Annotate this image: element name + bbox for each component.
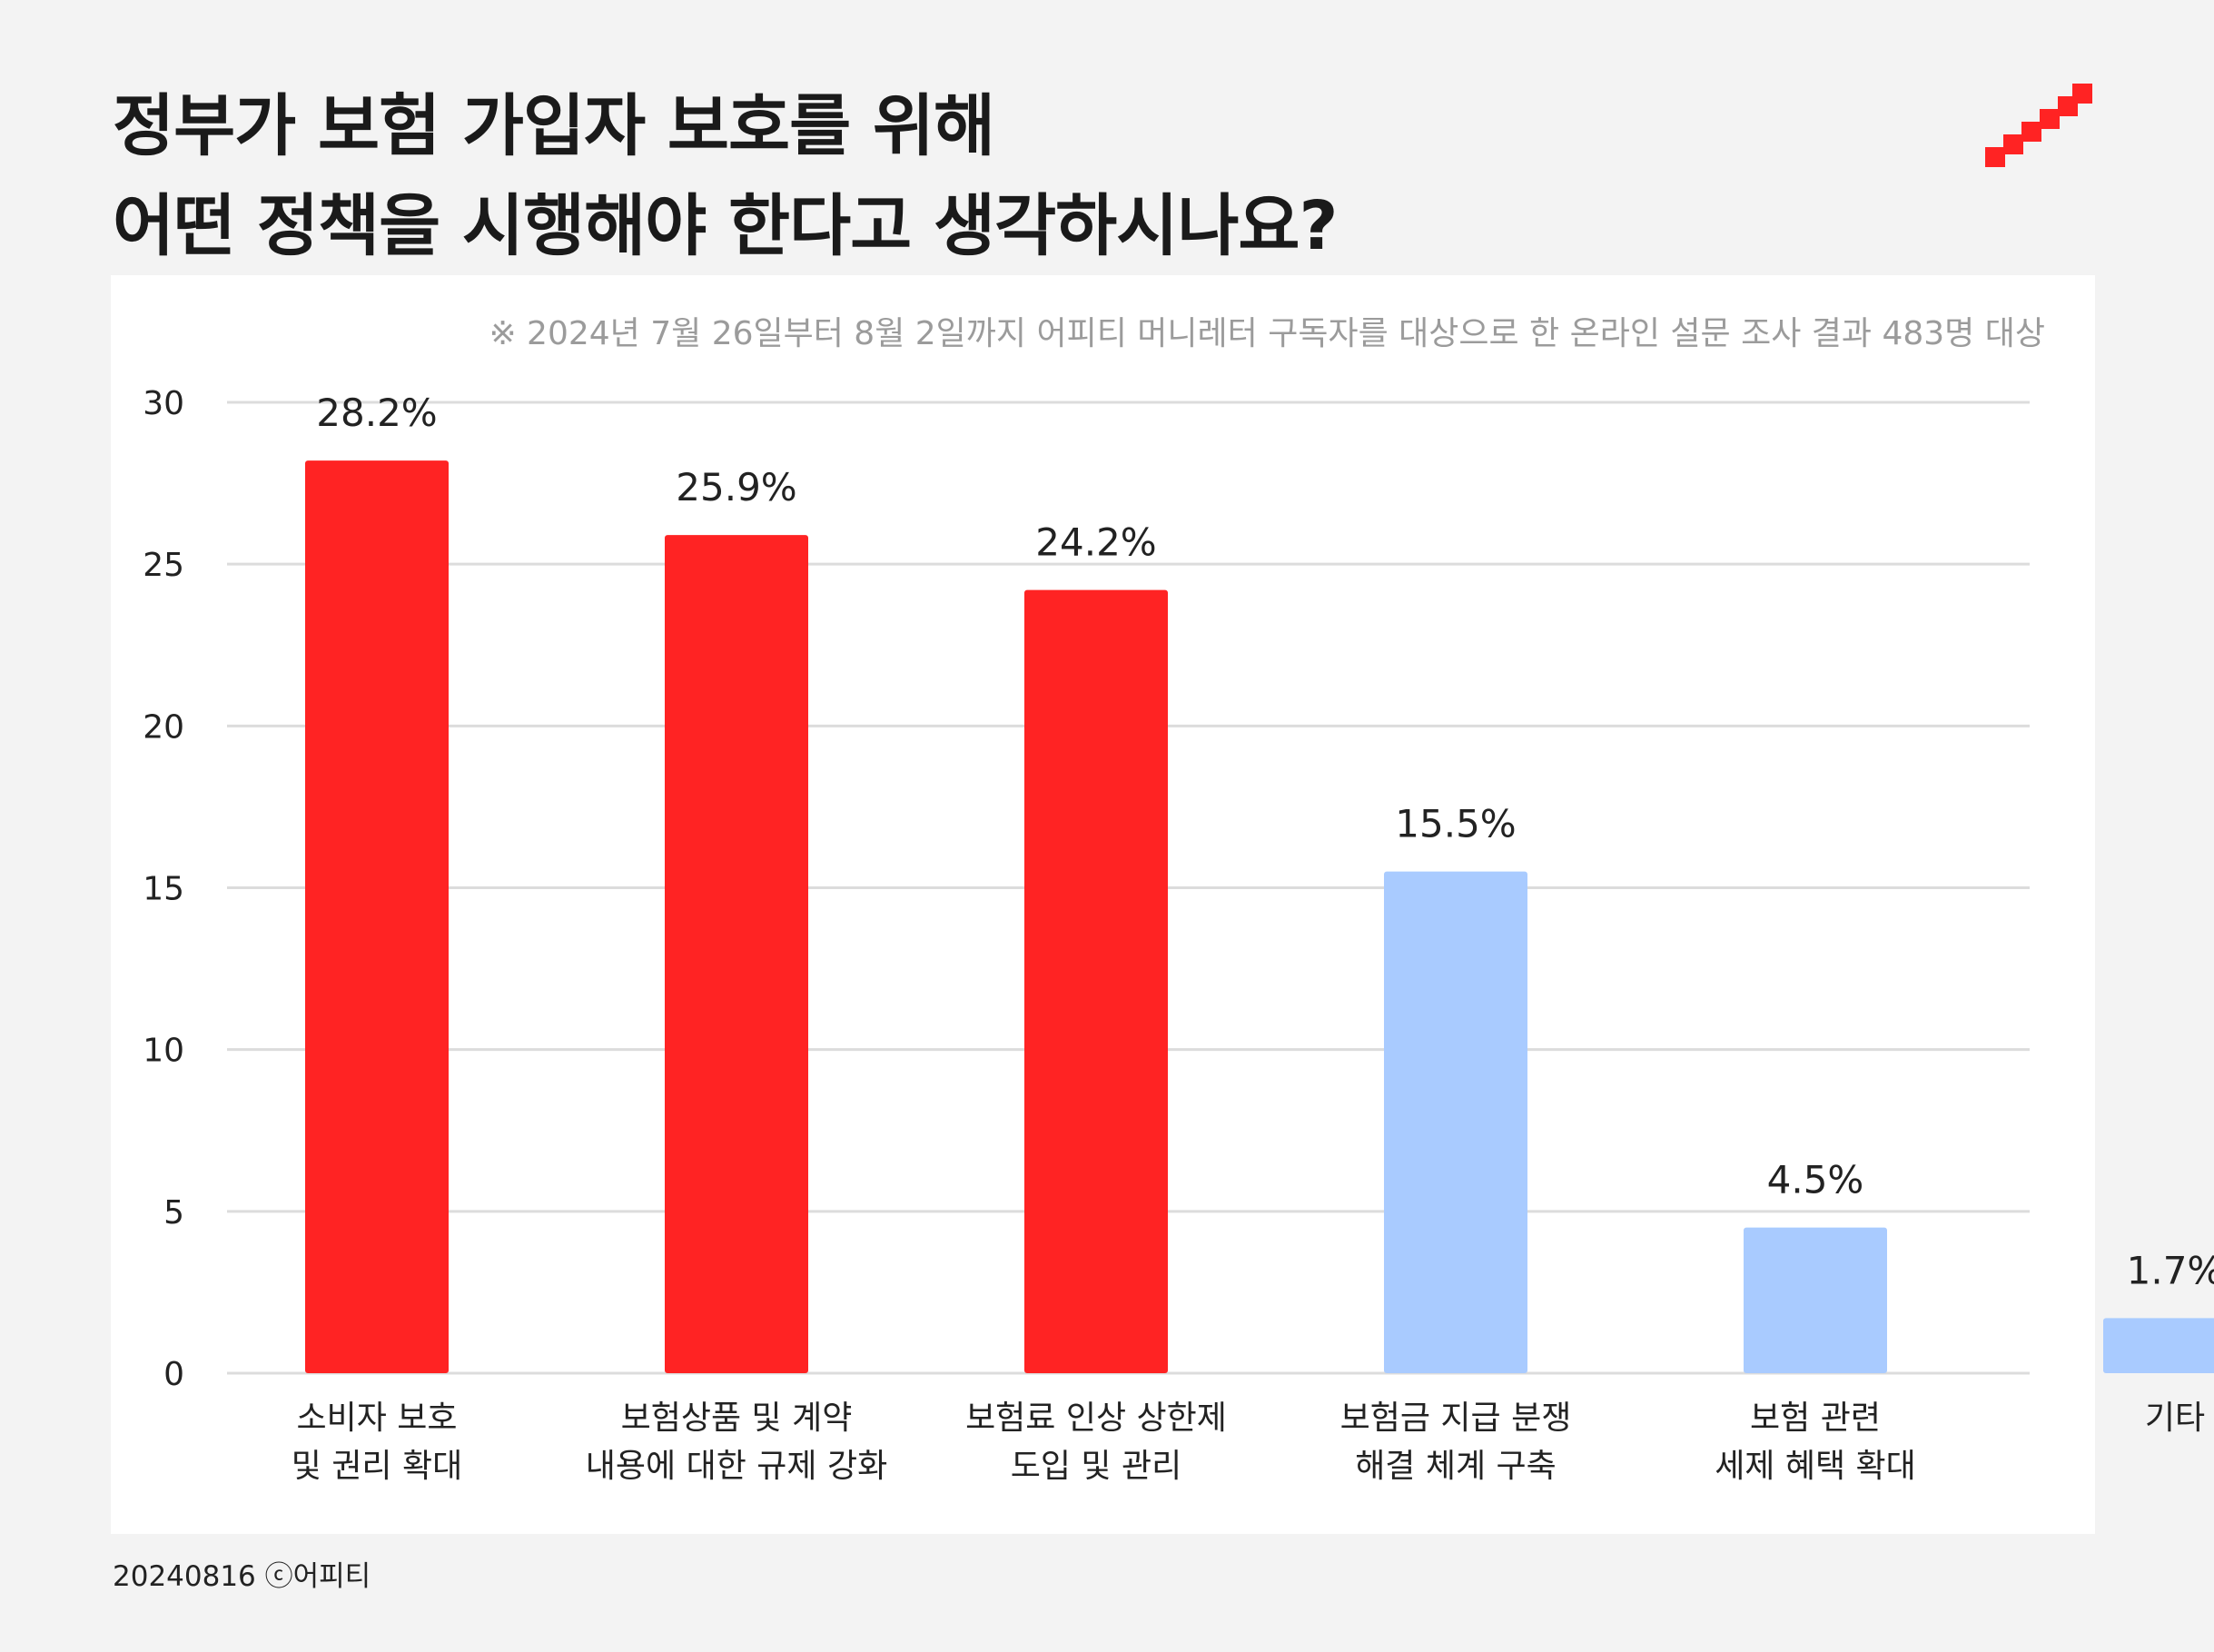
bar [305, 460, 449, 1373]
x-tick-label: 보험금 지급 분쟁 [1340, 1400, 1572, 1437]
y-tick-label: 5 [163, 1194, 184, 1232]
data-label: 1.7% [2127, 1248, 2214, 1292]
x-tick-label: 내용에 대한 규제 강화 [586, 1448, 887, 1485]
x-tick-label: 보험 관련 [1750, 1400, 1881, 1437]
bar [1024, 589, 1168, 1373]
x-tick-label: 소비자 보호 [296, 1400, 457, 1437]
y-tick-label: 30 [143, 385, 184, 422]
x-tick-label: 세제 혜택 확대 [1715, 1448, 1916, 1485]
y-tick-label: 10 [143, 1033, 184, 1070]
y-tick-label: 0 [163, 1356, 184, 1393]
x-tick-label: 기타 [2145, 1400, 2205, 1437]
bar [1384, 871, 1527, 1373]
bar [1744, 1227, 1887, 1373]
y-tick-label: 20 [143, 708, 184, 746]
bar [2103, 1318, 2214, 1373]
survey-note: ※ 2024년 7월 26일부터 8월 2일까지 어피티 머니레터 구독자를 대… [489, 315, 2045, 352]
y-tick-label: 25 [143, 547, 184, 584]
x-tick-label: 및 권리 확대 [292, 1448, 463, 1485]
data-label: 4.5% [1767, 1158, 1864, 1202]
x-tick-label: 해결 체계 구축 [1355, 1448, 1557, 1485]
x-tick-label: 보험상품 및 계약 [621, 1400, 853, 1437]
bar [665, 535, 808, 1373]
staircase-logo-icon [1985, 84, 2092, 167]
title-line-1: 정부가 보험 가입자 보호를 위해 [113, 87, 995, 165]
x-tick-label: 보험료 인상 상한제 [965, 1400, 1227, 1437]
data-label: 15.5% [1395, 802, 1516, 846]
x-tick-label: 도입 및 관리 [1011, 1448, 1182, 1485]
data-label: 28.2% [316, 391, 437, 435]
footer-credit: 20240816 ⓒ어피티 [113, 1560, 371, 1593]
y-tick-label: 15 [143, 871, 184, 908]
data-label: 25.9% [676, 465, 796, 509]
data-label: 24.2% [1035, 520, 1156, 565]
title-line-2: 어떤 정책을 시행해야 한다고 생각하시나요? [113, 187, 1338, 265]
page-title: 정부가 보험 가입자 보호를 위해 어떤 정책을 시행해야 한다고 생각하시나요… [113, 76, 1338, 276]
